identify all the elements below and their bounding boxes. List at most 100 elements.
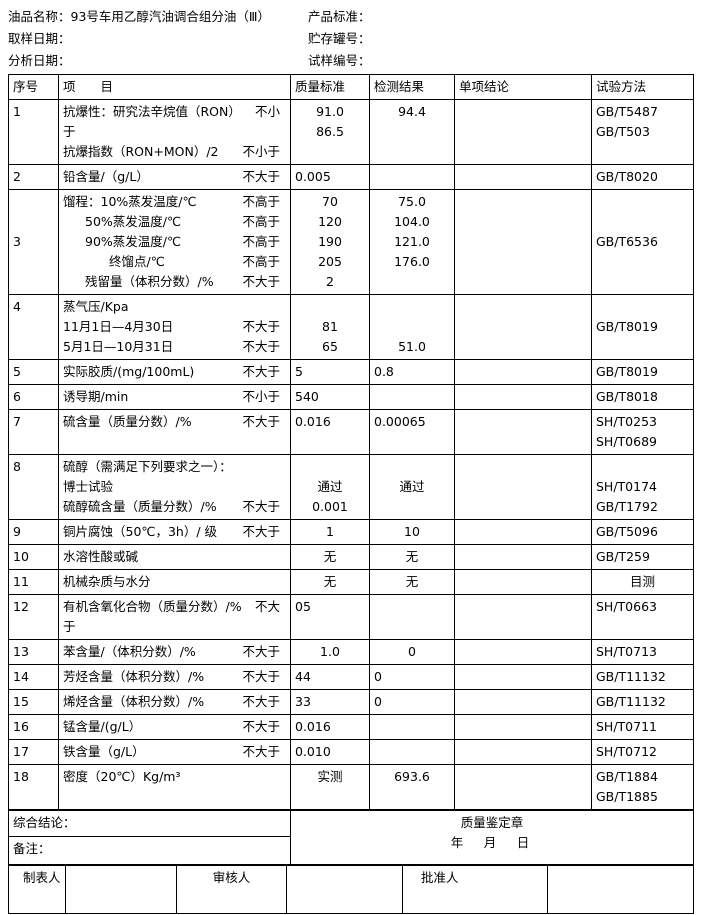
item-cell: 实际胶质/(mg/100mL) 不大于 (58, 359, 291, 385)
row-number: 3 (8, 189, 59, 295)
standard-value-line: 86.5 (316, 124, 344, 139)
item-line-qualifier: 不小于 (242, 389, 280, 404)
table-row: 9 铜片腐蚀（50℃，3h）/ 级 不大于 1 10 GB/T5096 (8, 519, 694, 545)
table-row: 17 铁含量（g/L） 不大于 0.010 SH/T0712 (8, 739, 694, 765)
column-header-standard: 质量标准 (290, 74, 370, 100)
conclusion-value[interactable] (454, 714, 592, 740)
conclusion-value[interactable] (454, 454, 592, 520)
reviewer-value[interactable] (286, 865, 403, 914)
item-line-qualifier: 不大于 (242, 274, 280, 289)
conclusion-value[interactable] (454, 569, 592, 595)
method-line: GB/T11132 (596, 694, 666, 709)
inspection-table: 序号 项 目 质量标准 检测结果 单项结论 试验方法 1 抗爆性：研究法辛烷值（R… (8, 74, 694, 810)
item-line: 水溶性酸或碱 (63, 549, 139, 564)
table-header: 序号 项 目 质量标准 检测结果 单项结论 试验方法 (8, 74, 694, 100)
conclusion-value[interactable] (454, 739, 592, 765)
blank-line (374, 457, 450, 477)
row-number: 6 (8, 384, 59, 410)
table-row: 4 蒸气压/Kpa 11月1日—4月30日 不大于 5月1日—10月31日 不大于 81 65… (8, 294, 694, 360)
item-line: 机械杂质与水分 (63, 574, 151, 589)
result-value (369, 714, 455, 740)
standard-value: 05 (290, 594, 370, 640)
method-line: SH/T0711 (596, 719, 657, 734)
overall-conclusion-row: 综合结论： 质量鉴定章 年 月 日 (8, 810, 694, 865)
method-value: SH/T0663 (591, 594, 694, 640)
conclusion-value[interactable] (454, 294, 592, 360)
method-line: GB/T259 (596, 549, 650, 564)
approver-value[interactable] (547, 865, 694, 914)
method-line: SH/T0713 (596, 644, 657, 659)
item-line-label: 硫醇硫含量（质量分数）/% (63, 499, 217, 514)
standard-value-line: 0.010 (295, 744, 331, 759)
row-number: 17 (8, 739, 59, 765)
method-value: GB/T8018 (591, 384, 694, 410)
item-line: 铁含量（g/L） 不大于 (63, 742, 286, 762)
method-line: 目测 (629, 574, 655, 589)
result-value: 无 (369, 544, 455, 570)
item-line-label: 芳烃含量（体积分数）/% (63, 669, 205, 684)
conclusion-value[interactable] (454, 359, 592, 385)
standard-value-line: 05 (295, 599, 311, 614)
standard-value-line: 通过 (317, 479, 343, 494)
table-row: 6 诱导期/min 不小于 540 GB/T8018 (8, 384, 694, 410)
header-line-2: 取样日期： 贮存罐号： (8, 28, 693, 50)
standard-value: 1 (290, 519, 370, 545)
item-cell: 有机含氧化合物（质量分数）/% 不大于 (58, 594, 291, 640)
blank-line (374, 317, 450, 337)
sampling-date-label: 取样日期： (8, 31, 71, 46)
conclusion-value[interactable] (454, 519, 592, 545)
standard-value-line: 540 (295, 389, 319, 404)
conclusion-value[interactable] (454, 544, 592, 570)
result-value-line: 51.0 (398, 339, 426, 354)
result-value: 通过 (369, 454, 455, 520)
item-line-label: 铁含量（g/L） (63, 744, 145, 759)
conclusion-value[interactable] (454, 594, 592, 640)
result-value-line: 94.4 (398, 104, 426, 119)
standard-value-line: 无 (323, 549, 337, 564)
result-value (369, 164, 455, 190)
item-line-label: 终馏点/℃ (109, 254, 165, 269)
method-line: SH/T0712 (596, 744, 657, 759)
standard-value-line: 1.0 (320, 644, 340, 659)
conclusion-value[interactable] (454, 664, 592, 690)
standard-value: 70 120 190 205 2 (290, 189, 370, 295)
conclusion-value[interactable] (454, 189, 592, 295)
conclusion-value[interactable] (454, 639, 592, 665)
method-line: GB/T503 (596, 124, 650, 139)
item-cell: 铅含量/（g/L） 不大于 (58, 164, 291, 190)
remark-cell[interactable]: 备注： (8, 836, 291, 865)
standard-value: 1.0 (290, 639, 370, 665)
overall-conclusion-cell[interactable]: 综合结论： (8, 810, 291, 837)
conclusion-value[interactable] (454, 689, 592, 715)
row-number: 14 (8, 664, 59, 690)
item-cell: 铁含量（g/L） 不大于 (58, 739, 291, 765)
item-line: 硫含量（质量分数）/% 不大于 (63, 412, 286, 432)
result-value-line: 75.0 (398, 194, 426, 209)
item-line: 抗爆性：研究法辛烷值（RON） 不小 (63, 102, 286, 122)
reviewer-label: 审核人 (176, 865, 287, 914)
preparer-value[interactable] (65, 865, 177, 914)
item-line-label: 铅含量/（g/L） (63, 169, 149, 184)
method-line: SH/T0174 (596, 479, 657, 494)
conclusion-value[interactable] (454, 764, 592, 810)
standard-value-line: 无 (323, 574, 337, 589)
item-line-qualifier: 不大于 (242, 319, 280, 334)
conclusion-value[interactable] (454, 164, 592, 190)
result-value-line: 0 (408, 644, 416, 659)
quality-seal-cell: 质量鉴定章 年 月 日 (290, 810, 694, 865)
standard-value: 0.010 (290, 739, 370, 765)
method-line: GB/T5487 (596, 104, 658, 119)
table-row: 8 硫醇（需满足下列要求之一）： 博士试验 硫醇硫含量（质量分数）/% 不大于 通过 0.0… (8, 454, 694, 520)
item-line-label: 锰含量/(g/L） (63, 719, 142, 734)
conclusion-value[interactable] (454, 409, 592, 455)
row-number: 18 (8, 764, 59, 810)
method-value: GB/T8019 (591, 359, 694, 385)
item-line-label: 90%蒸发温度/℃ (85, 234, 182, 249)
item-line: 残留量（体积分数）/% 不大于 (63, 272, 286, 292)
result-value-line: 无 (405, 549, 419, 564)
conclusion-value[interactable] (454, 384, 592, 410)
conclusion-value[interactable] (454, 99, 592, 165)
result-value-line: 0.8 (374, 364, 394, 379)
remark-row: 备注： (8, 836, 694, 865)
standard-value-line: 5 (295, 364, 303, 379)
